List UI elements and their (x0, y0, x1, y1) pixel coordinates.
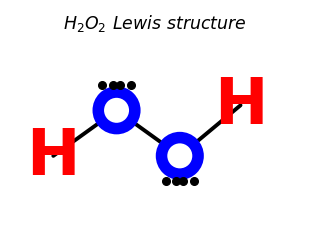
Circle shape (156, 132, 204, 180)
Circle shape (167, 144, 192, 169)
Circle shape (92, 87, 141, 135)
Circle shape (104, 99, 129, 123)
Text: $\mathbf{\mathit{H_2O_2}}$ $\mathbf{\mathit{Lewis\ structure}}$: $\mathbf{\mathit{H_2O_2}}$ $\mathbf{\mat… (63, 13, 246, 34)
Text: H: H (27, 125, 80, 187)
Text: H: H (214, 75, 267, 137)
